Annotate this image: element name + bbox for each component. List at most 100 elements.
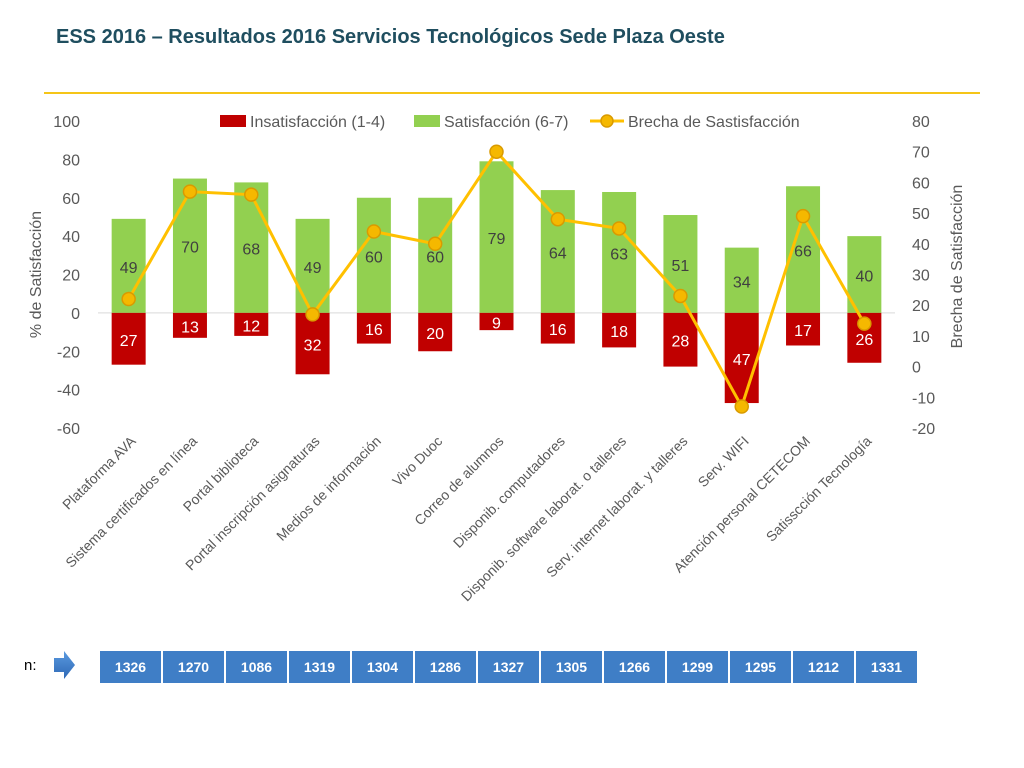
legend-label-gap: Brecha de Sastisfacción xyxy=(628,114,800,131)
n-value-cell: 1295 xyxy=(730,651,791,683)
insatisfaction-value-label: 47 xyxy=(733,352,751,369)
page-title: ESS 2016 – Resultados 2016 Servicios Tec… xyxy=(56,26,725,48)
satisfaction-value-label: 68 xyxy=(242,242,260,259)
insatisfaction-bar xyxy=(418,312,453,352)
satisfaction-value-label: 49 xyxy=(304,260,322,277)
legend-swatch-insatisfaction xyxy=(220,115,246,127)
satisfaction-bar xyxy=(540,190,575,313)
satisfaction-value-label: 34 xyxy=(733,274,751,291)
n-value-cell: 1327 xyxy=(478,651,539,683)
n-value-cell: 1305 xyxy=(541,651,602,683)
y-tick-label: 0 xyxy=(71,306,80,323)
n-value-cell: 1304 xyxy=(352,651,413,683)
insatisfaction-bar xyxy=(602,312,637,348)
insatisfaction-bar xyxy=(295,312,330,375)
insatisfaction-bar xyxy=(479,312,514,331)
gap-point xyxy=(795,208,811,224)
category-label: Satisscción Tecnología xyxy=(763,433,875,545)
gap-point xyxy=(305,307,320,322)
gap-point xyxy=(550,211,566,227)
satisfaction-bar xyxy=(724,247,759,313)
n-value-cell: 1326 xyxy=(100,651,161,683)
y-tick-label: 60 xyxy=(62,191,80,208)
satisfaction-bar xyxy=(234,182,269,313)
gap-point xyxy=(611,221,627,236)
n-values-row: 1326 1270 1086 1319 1304 1286 1327 1305 1266 1299… xyxy=(100,651,919,683)
gap-point xyxy=(427,236,443,252)
legend-label-satisfaction: Satisfacción (6-7) xyxy=(444,114,569,131)
category-label: Serv. WIFI xyxy=(695,433,752,490)
n-value-cell: 1086 xyxy=(226,651,287,683)
gap-point xyxy=(366,224,382,239)
arrow-right-icon xyxy=(54,651,75,679)
y-tick-label: -60 xyxy=(57,421,80,438)
satisfaction-bar xyxy=(479,161,514,313)
n-value-cell: 1299 xyxy=(667,651,728,683)
insatisfaction-value-label: 28 xyxy=(672,334,690,351)
satisfaction-value-label: 70 xyxy=(181,240,199,257)
insatisfaction-value-label: 18 xyxy=(610,324,628,341)
n-value-cell: 1212 xyxy=(793,651,854,683)
y-tick-label: 20 xyxy=(62,268,80,285)
insatisfaction-bar xyxy=(356,312,391,344)
insatisfaction-value-label: 12 xyxy=(242,318,260,335)
insatisfaction-value-label: 32 xyxy=(304,338,322,355)
gap-point xyxy=(182,184,198,199)
gap-point xyxy=(489,144,504,159)
chart: 100806040200-20-40-6080706050403020100-1… xyxy=(28,114,966,604)
title-divider xyxy=(44,92,980,94)
satisfaction-value-label: 66 xyxy=(794,244,812,261)
satisfaction-bar xyxy=(172,178,207,313)
y2-tick-label: 40 xyxy=(912,237,930,254)
n-value-cell: 1286 xyxy=(415,651,476,683)
category-label: Vivo Duoc xyxy=(389,433,445,489)
insatisfaction-bar xyxy=(786,312,821,346)
satisfaction-value-label: 60 xyxy=(426,249,444,266)
satisfaction-value-label: 79 xyxy=(488,231,506,248)
y-tick-label: 100 xyxy=(53,114,80,131)
y-tick-label: -20 xyxy=(57,344,80,361)
legend-label-insatisfaction: Insatisfacción (1-4) xyxy=(250,114,385,131)
insatisfaction-bar xyxy=(663,312,698,367)
category-label: Sistema certificados en línea xyxy=(62,433,200,571)
category-label: Medios de información xyxy=(273,433,384,544)
satisfaction-bar xyxy=(602,191,637,313)
y2-axis-title: Brecha de Satisfacción xyxy=(949,185,966,349)
insatisfaction-value-label: 26 xyxy=(855,332,873,349)
y2-tick-label: 60 xyxy=(912,175,930,192)
gap-point xyxy=(734,399,749,414)
y2-tick-label: 50 xyxy=(912,206,930,223)
insatisfaction-value-label: 17 xyxy=(794,323,812,340)
gap-point xyxy=(244,187,259,202)
legend-swatch-satisfaction xyxy=(414,115,440,127)
y2-tick-label: 10 xyxy=(912,329,930,346)
y2-tick-label: 80 xyxy=(912,114,930,131)
n-label: n: xyxy=(24,657,37,674)
y2-tick-label: 0 xyxy=(912,360,921,377)
gap-point xyxy=(673,288,688,304)
satisfaction-value-label: 40 xyxy=(855,269,873,286)
gap-point xyxy=(857,316,872,331)
satisfaction-bar xyxy=(847,236,882,313)
y2-tick-label: 70 xyxy=(912,145,930,162)
insatisfaction-value-label: 13 xyxy=(181,319,199,336)
insatisfaction-bar xyxy=(234,312,269,336)
y2-tick-label: -10 xyxy=(912,390,935,407)
insatisfaction-value-label: 16 xyxy=(549,322,567,339)
y-axis-title: % de Satisfacción xyxy=(28,211,45,338)
y2-tick-label: -20 xyxy=(912,421,935,438)
y2-tick-label: 30 xyxy=(912,268,930,285)
insatisfaction-bar xyxy=(540,312,575,344)
satisfaction-bar xyxy=(418,197,453,313)
insatisfaction-value-label: 27 xyxy=(120,333,138,350)
satisfaction-value-label: 49 xyxy=(120,260,138,277)
gap-point xyxy=(121,291,136,307)
n-value-cell: 1331 xyxy=(856,651,917,683)
y-tick-label: -40 xyxy=(57,383,80,400)
satisfaction-value-label: 60 xyxy=(365,249,383,266)
category-label: Disponib. computadores xyxy=(450,433,568,551)
satisfaction-bar xyxy=(356,197,391,313)
n-value-cell: 1319 xyxy=(289,651,350,683)
insatisfaction-bar xyxy=(111,312,146,365)
y-tick-label: 80 xyxy=(62,152,80,169)
